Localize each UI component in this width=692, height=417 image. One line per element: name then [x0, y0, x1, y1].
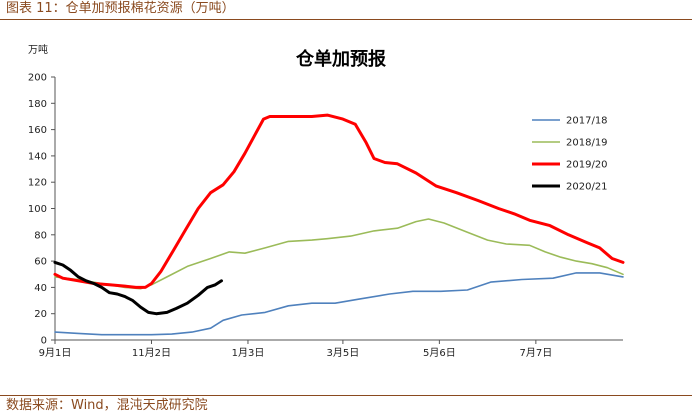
x-tick-label: 1月3日 [232, 347, 265, 359]
y-axis-unit: 万吨 [28, 43, 48, 56]
y-tick-label: 60 [34, 257, 47, 268]
data-source-note: 数据来源：Wind，混沌天成研究院 [0, 395, 692, 417]
y-tick-label: 100 [28, 204, 47, 215]
y-tick-label: 40 [34, 283, 47, 294]
chart-title: 仓单加预报 [295, 48, 386, 70]
x-tick-label: 9月1日 [39, 347, 72, 359]
figure-caption: 图表 11：仓单加预报棉花资源（万吨） [0, 0, 692, 20]
legend-label: 2017/18 [566, 116, 608, 127]
x-tick-label: 3月5日 [327, 347, 360, 359]
legend-label: 2020/21 [566, 182, 608, 193]
x-tick-label: 5月6日 [423, 347, 456, 359]
y-tick-label: 0 [41, 336, 47, 347]
y-tick-label: 80 [34, 230, 47, 241]
y-tick-label: 180 [28, 99, 47, 110]
line-chart: 万吨 仓单加预报 0 20 40 60 80 100 120 140 160 180 200 9月1… [28, 43, 625, 359]
y-tick-label: 120 [28, 178, 47, 189]
legend: 2017/18 2018/19 2019/20 2020/21 [532, 116, 608, 193]
y-tick-label: 200 [28, 73, 47, 84]
y-tick-label: 160 [28, 125, 47, 136]
y-axis-ticks: 0 20 40 60 80 100 120 140 160 180 200 [28, 73, 55, 347]
legend-label: 2019/20 [566, 160, 608, 171]
series-lines [53, 113, 625, 336]
x-axis-ticks: 9月1日 11月2日 1月3日 3月5日 5月6日 7月7日 [39, 340, 552, 359]
series-line-2017-18 [54, 272, 624, 336]
legend-label: 2018/19 [566, 138, 608, 149]
y-tick-label: 20 [34, 309, 47, 320]
x-tick-label: 7月7日 [519, 347, 552, 359]
series-line-2019-20 [53, 113, 625, 289]
series-line-2020-21 [53, 260, 223, 316]
x-tick-label: 11月2日 [132, 347, 171, 359]
y-tick-label: 140 [28, 151, 47, 162]
